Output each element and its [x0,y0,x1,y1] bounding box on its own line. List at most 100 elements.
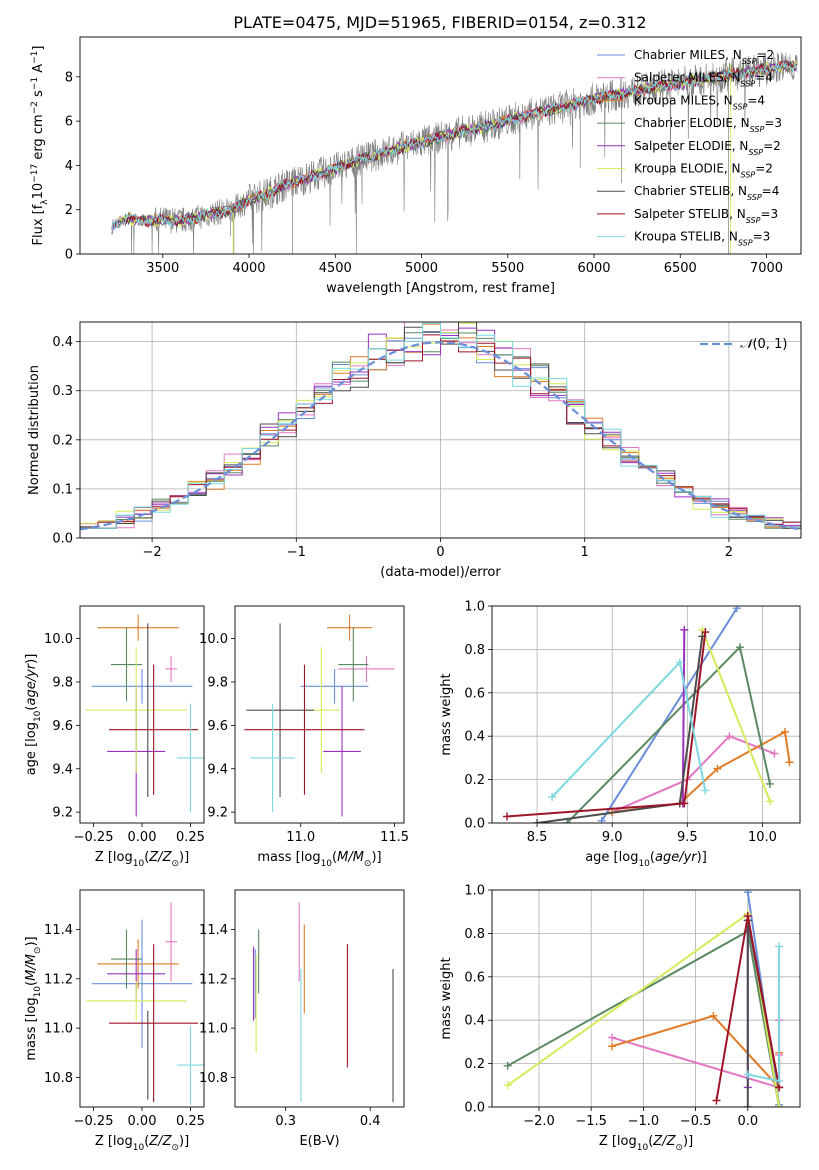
y-tick-label: 9.4 [52,762,73,777]
spectrum-chart: 3500 4000 4500 5000 5500 6000 6500 7000 0 2 4 6 8 wav… [30,36,802,296]
plot-area [253,902,394,1103]
y-tick-label: 9.2 [52,806,73,821]
y-tick-label: 0 [65,248,73,263]
weight-marker [563,819,572,823]
y-tick-label: 10.8 [199,1071,228,1086]
weight-marker [765,779,774,788]
legend-entry: Chabrier MILES, NSSP=2 [634,48,774,66]
y-tick-label: 9.6 [52,719,73,734]
weight-marker [503,1081,512,1090]
weight-marker [680,625,689,634]
y-tick-label: 11.2 [199,972,228,987]
axes-frame [491,889,801,1108]
y-tick-label: 11.4 [44,923,73,938]
weight-marker [775,1103,784,1107]
legend-entry: Salpeter MILES, NSSP=4 [634,71,773,89]
x-axis-label: Z [log10(Z/Z⊙)] [599,1134,693,1153]
ticks: 3500 4000 4500 5000 5500 6000 6500 7000 0 2 4 6 8 [65,70,783,276]
y-tick-label: 0.0 [464,817,485,832]
weight-marker [780,727,789,736]
x-tick-label: 6500 [664,261,697,276]
weight-marker [743,890,752,897]
weight-marker [743,912,752,921]
x-tick-label: −0.5 [680,1114,712,1129]
weight-marker [770,749,779,758]
x-tick-label: 7000 [750,261,783,276]
mass-weight-vs-metallicity-chart: −2.0 −1.5 −1.0 −0.5 0.0 0.0 0.2 0.4 0.6 0.8 1.0 Z [… [439,884,801,1153]
x-tick-label: 0.0 [737,1114,758,1129]
weight-marker [775,942,784,951]
axes-frame [491,605,801,824]
y-tick-label: 9.2 [207,806,228,821]
x-tick-label: 9.0 [602,830,623,845]
weight-line [600,607,738,822]
x-axis-label: wavelength [Angstrom, rest frame] [326,281,555,296]
x-tick-label: 8.5 [527,830,548,845]
y-tick-label: 0.4 [464,730,485,745]
legend-entry: Chabrier ELODIE, NSSP=3 [634,116,782,134]
x-tick-label: 0 [436,545,444,560]
ticks: 8.5 9.0 9.5 10.0 0.0 0.2 0.4 0.6 0.8 1.0 [464,600,777,846]
weight-marker [597,816,606,823]
y-tick-label: 10.0 [44,632,73,647]
y-axis-label: Flux [fλ10−17 erg cm−2 s−1 A−1] [30,46,50,246]
weight-marker [725,732,734,741]
y-tick-label: 10.0 [199,632,228,647]
weight-marker [701,786,710,795]
x-tick-label: −1 [287,545,306,560]
weight-marker [713,764,722,773]
weight-marker [743,1070,752,1079]
weight-marker [533,819,542,823]
x-tick-label: 4000 [232,261,265,276]
y-tick-label: 9.8 [207,675,228,690]
weight-marker [712,1096,721,1105]
legend-entry: 𝒩(0, 1) [740,337,787,352]
mass-vs-extinction-chart: 0.3 0.4 10.8 11.0 11.2 11.4 E(B-V) [199,889,405,1149]
ticks: −0.25 0.00 0.25 10.8 11.0 11.2 11.4 [44,923,205,1129]
ticks: −2 −1 0 1 2 0.0 0.1 0.2 0.3 0.4 [52,335,733,560]
x-tick-label: 11.0 [286,830,315,845]
weight-marker [735,643,744,652]
legend-entry: Chabrier STELIB, NSSP=4 [634,184,779,202]
ticks: −0.25 0.00 0.25 9.2 9.4 9.6 9.8 10.0 [44,632,205,845]
x-axis-label: (data-model)/error [380,565,501,580]
x-tick-label: 5500 [491,261,524,276]
weight-line [611,735,775,814]
x-axis-label: age [log10(age/yr)] [585,850,707,869]
legend-entry: Salpeter ELODIE, NSSP=2 [634,139,781,157]
axes-frame [234,889,405,1108]
y-tick-label: 0.4 [52,335,73,350]
mass-vs-metallicity-chart: −0.25 0.00 0.25 10.8 11.0 11.2 11.4 Z [log10(Z/… [24,889,205,1153]
plot-area [111,52,798,254]
x-tick-label: 5000 [405,261,438,276]
y-tick-label: 4 [65,159,73,174]
figure-title: PLATE=0475, MJD=51965, FIBERID=0154, z=0… [233,13,646,32]
legend-entry: Salpeter STELIB, NSSP=3 [634,207,778,225]
x-axis-label: E(B-V) [299,1134,339,1149]
weight-marker [765,797,774,806]
x-tick-label: 11.5 [380,830,409,845]
x-tick-label: −1.0 [628,1114,660,1129]
plot-area [85,614,204,817]
y-axis-label: Normed distribution [27,365,42,495]
residual-histogram-chart: −2 −1 0 1 2 0.0 0.1 0.2 0.3 0.4 (data-model)/error… [27,321,802,580]
ticks: 0.3 0.4 10.8 11.0 11.2 11.4 [199,923,380,1129]
y-tick-label: 0.2 [464,1057,485,1072]
x-tick-label: 0.4 [360,1114,381,1129]
y-axis-label: mass weight [439,673,454,755]
y-tick-label: 0.2 [52,433,73,448]
axes-frame [79,36,802,255]
x-tick-label: 4500 [319,261,352,276]
axes-frame [79,889,205,1108]
x-tick-label: 0.25 [176,1114,205,1129]
y-tick-label: 9.4 [207,762,228,777]
y-tick-label: 11.2 [44,972,73,987]
y-tick-label: 10.8 [44,1071,73,1086]
plot-area [80,322,801,538]
y-axis-label: mass weight [439,957,454,1039]
y-tick-label: 1.0 [464,884,485,899]
y-tick-label: 9.6 [207,719,228,734]
y-tick-label: 11.0 [199,1022,228,1037]
plot-area [85,902,204,1105]
